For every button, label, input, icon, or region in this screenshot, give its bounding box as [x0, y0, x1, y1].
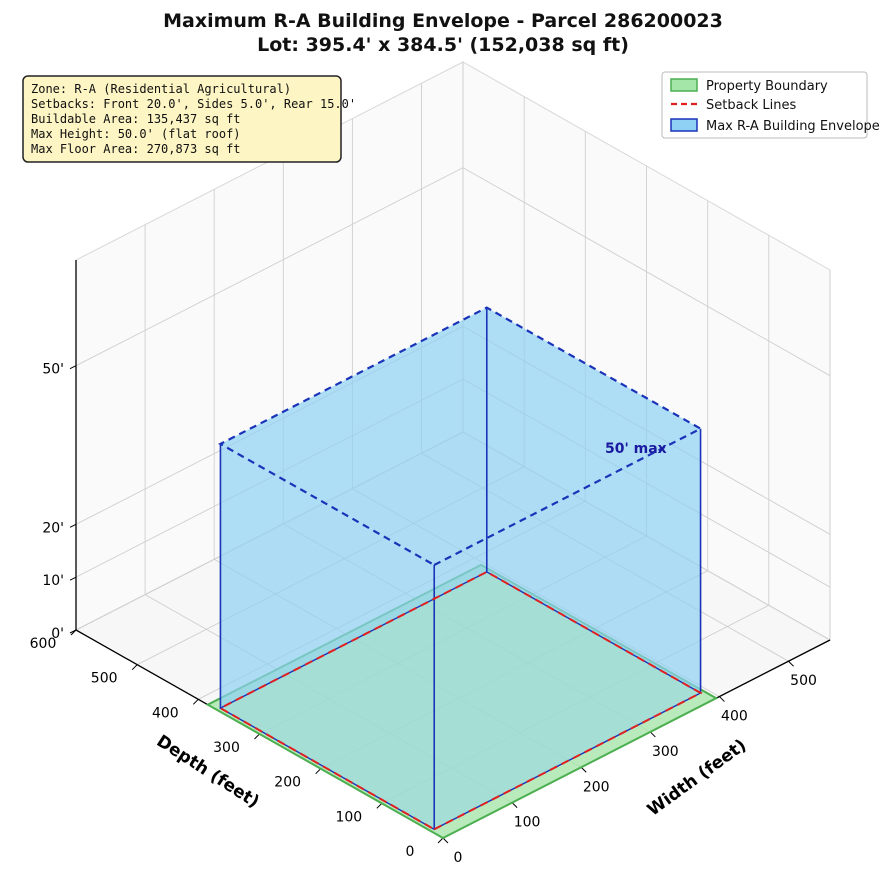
legend-swatch-building-envelope — [670, 118, 698, 132]
y-axis-title: Depth (feet) — [153, 731, 263, 812]
z-tick-mark — [69, 629, 77, 634]
x-tick-label: 200 — [583, 779, 610, 795]
z-tick-mark — [69, 523, 77, 528]
x-tick-label: 500 — [790, 673, 817, 689]
legend-swatch-property-boundary — [670, 78, 698, 92]
envelope-top-face — [220, 307, 701, 565]
y-tick-mark — [315, 768, 322, 775]
setback-lines — [218, 570, 703, 831]
envelope-side-face — [220, 307, 487, 709]
gridline-z — [75, 378, 831, 588]
y-tick-mark — [131, 664, 138, 671]
envelope-side-face — [434, 428, 701, 830]
gridline-z — [75, 167, 831, 377]
x-tick-mark — [719, 696, 725, 702]
x-tick-mark — [511, 802, 518, 808]
y-tick-label: 600 — [30, 636, 57, 652]
info-line-zone: Zone: R-A (Residential Agricultural) — [31, 82, 291, 96]
y-tick-label: 100 — [335, 809, 362, 825]
y-tick-mark — [254, 733, 260, 740]
z-tick-label: 20' — [42, 520, 64, 536]
legend-label-property-boundary: Property Boundary — [706, 79, 828, 94]
y-tick-label: 300 — [213, 740, 240, 756]
info-line-setbacks: Setbacks: Front 20.0', Sides 5.0', Rear … — [31, 97, 356, 111]
legend: Property Boundary Setback Lines Max R-A … — [661, 71, 880, 139]
x-tick-label: 100 — [514, 815, 541, 831]
data-series — [205, 306, 719, 840]
envelope-side-face — [220, 443, 435, 830]
x-tick-mark — [580, 766, 587, 773]
z-tick-mark — [69, 365, 77, 370]
y-tick-mark — [376, 802, 383, 809]
y-tick-label: 200 — [274, 775, 301, 791]
chart-subtitle: Lot: 395.4' x 384.5' (152,038 sq ft) — [257, 34, 629, 56]
envelope-roof-outline — [218, 306, 703, 567]
chart-title: Maximum R-A Building Envelope - Parcel 2… — [163, 10, 723, 32]
gridline-z — [75, 325, 831, 535]
legend-frame — [661, 71, 868, 139]
legend-label-building-envelope: Max R-A Building Envelope — [706, 119, 880, 134]
z-tick-mark — [69, 576, 77, 581]
gridline-z — [75, 431, 831, 641]
y-tick-label: 400 — [152, 705, 179, 721]
z-tick-label: 50' — [42, 362, 64, 378]
y-tick-mark — [437, 837, 444, 844]
y-tick-mark — [192, 698, 199, 705]
info-line-max-height: Max Height: 50.0' (flat roof) — [31, 127, 241, 141]
x-tick-mark — [649, 731, 656, 738]
x-tick-label: 300 — [652, 744, 679, 760]
max-height-annotation: 50' max — [605, 441, 667, 457]
info-box-frame — [22, 75, 342, 163]
info-box: Zone: R-A (Residential Agricultural) Set… — [22, 75, 356, 163]
property-boundary — [205, 563, 719, 840]
x-tick-mark — [788, 660, 794, 667]
z-tick-label: 10' — [42, 573, 64, 589]
x-tick-label: 0 — [454, 850, 463, 866]
y-tick-label: 500 — [91, 671, 118, 687]
z-tick-label: 0' — [51, 626, 64, 642]
info-line-buildable-area: Buildable Area: 135,437 sq ft — [31, 112, 241, 126]
envelope-side-face — [486, 307, 701, 693]
info-line-max-floor-area: Max Floor Area: 270,873 sq ft — [31, 142, 241, 156]
legend-label-setback-lines: Setback Lines — [706, 98, 796, 113]
y-tick-label: 0 — [406, 844, 415, 860]
x-tick-label: 400 — [721, 709, 748, 725]
x-tick-mark — [442, 837, 449, 844]
